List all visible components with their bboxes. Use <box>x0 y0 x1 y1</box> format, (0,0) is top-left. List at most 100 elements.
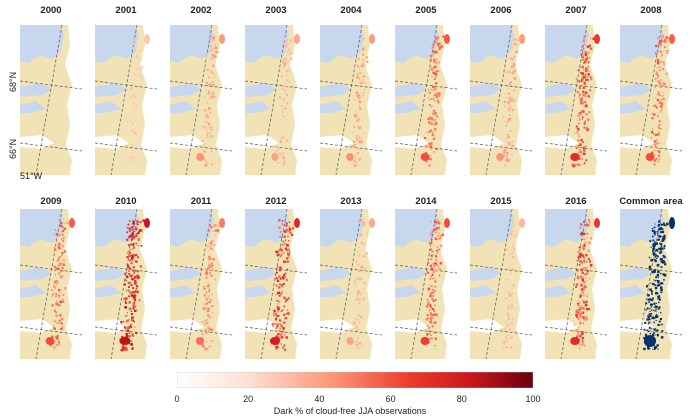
dark-pixel <box>655 134 657 136</box>
dark-pixel <box>504 149 507 152</box>
dark-pixel <box>585 79 587 81</box>
dark-pixel <box>57 245 60 248</box>
dark-patch <box>369 218 375 228</box>
dark-pixel <box>436 92 438 95</box>
dark-pixel <box>129 291 132 294</box>
dark-pixel <box>138 60 140 63</box>
dark-pixel <box>358 277 361 280</box>
dark-pixel <box>129 96 133 99</box>
dark-pixel <box>129 246 130 248</box>
dark-pixel <box>133 302 135 304</box>
ice-region <box>545 209 589 247</box>
dark-pixel <box>437 36 440 39</box>
dark-pixel <box>660 266 663 268</box>
dark-zone <box>271 34 300 167</box>
dark-pixel <box>120 348 123 352</box>
dark-pixel <box>286 228 288 230</box>
dark-pixel <box>62 230 65 233</box>
dark-pixel <box>208 259 210 261</box>
dark-pixel <box>503 100 506 103</box>
dark-pixel <box>510 336 513 339</box>
dark-pixel <box>135 242 138 245</box>
dark-pixel <box>656 279 658 281</box>
dark-pixel <box>650 258 653 262</box>
dark-pixel <box>506 324 510 327</box>
dark-pixel <box>578 80 580 82</box>
dark-pixel <box>57 242 60 245</box>
dark-pixel <box>132 305 134 308</box>
dark-pixel <box>286 268 289 270</box>
graticule-lat-66 <box>320 326 382 336</box>
dark-pixel <box>429 264 432 267</box>
dark-pixel <box>583 152 586 155</box>
dark-pixel <box>55 267 58 269</box>
dark-pixel <box>586 56 588 58</box>
dark-pixel <box>659 44 663 47</box>
dark-pixel <box>431 250 434 253</box>
dark-pixel <box>209 331 211 332</box>
dark-pixel <box>213 36 216 39</box>
map-panel <box>620 25 682 175</box>
water-band <box>170 285 196 297</box>
dark-pixel <box>659 298 661 301</box>
dark-pixel <box>587 224 590 227</box>
dark-pixel <box>576 131 578 133</box>
dark-pixel <box>654 258 656 261</box>
dark-pixel <box>135 260 138 263</box>
dark-pixel <box>583 344 586 347</box>
map-panel <box>245 25 307 175</box>
water-band <box>170 101 196 113</box>
dark-pixel <box>56 267 60 270</box>
dark-pixel <box>208 316 212 319</box>
dark-pixel <box>282 244 284 246</box>
dark-pixel <box>649 303 653 306</box>
dark-pixel <box>279 319 281 321</box>
dark-pixel <box>286 103 289 105</box>
dark-pixel <box>658 127 661 129</box>
dark-pixel <box>356 268 358 270</box>
dark-pixel <box>281 220 284 222</box>
dark-pixel <box>62 263 66 266</box>
dark-pixel <box>433 78 436 80</box>
dark-pixel <box>287 60 289 63</box>
dark-pixel <box>206 319 208 321</box>
colorbar-label: Dark % of cloud-free JJA observations <box>273 406 427 416</box>
dark-pixel <box>131 122 135 126</box>
dark-pixel <box>138 85 140 88</box>
dark-pixel <box>353 141 355 143</box>
dark-pixel <box>442 35 445 38</box>
dark-pixel <box>658 220 661 223</box>
dark-pixel <box>505 149 507 151</box>
dark-pixel <box>58 243 61 246</box>
dark-pixel <box>576 260 578 262</box>
dark-pixel <box>440 244 443 247</box>
dark-pixel <box>651 293 653 295</box>
dark-pixel <box>282 260 285 263</box>
dark-pixel <box>353 327 355 329</box>
dark-pixel <box>509 96 512 99</box>
dark-pixel <box>354 159 356 161</box>
dark-pixel <box>660 245 663 248</box>
dark-pixel <box>355 318 357 320</box>
dark-pixel <box>435 262 438 265</box>
dark-pixel <box>288 250 291 253</box>
dark-pixel <box>434 237 438 240</box>
graticule-lon <box>185 25 213 175</box>
dark-pixel <box>354 321 356 324</box>
dark-pixel <box>580 155 582 157</box>
dark-pixel <box>355 317 357 319</box>
dark-patch <box>346 337 354 345</box>
dark-pixel <box>206 285 209 288</box>
dark-pixel <box>438 274 441 277</box>
dark-pixel <box>580 151 583 153</box>
dark-pixel <box>429 129 432 132</box>
dark-pixel <box>644 321 647 324</box>
dark-pixel <box>584 266 588 270</box>
dark-pixel <box>434 128 437 131</box>
dark-pixel <box>655 313 657 315</box>
dark-pixel <box>666 224 668 226</box>
ocean-inlet <box>20 135 54 149</box>
dark-pixel <box>278 96 281 99</box>
dark-pixel <box>356 59 357 61</box>
dark-pixel <box>426 314 429 316</box>
